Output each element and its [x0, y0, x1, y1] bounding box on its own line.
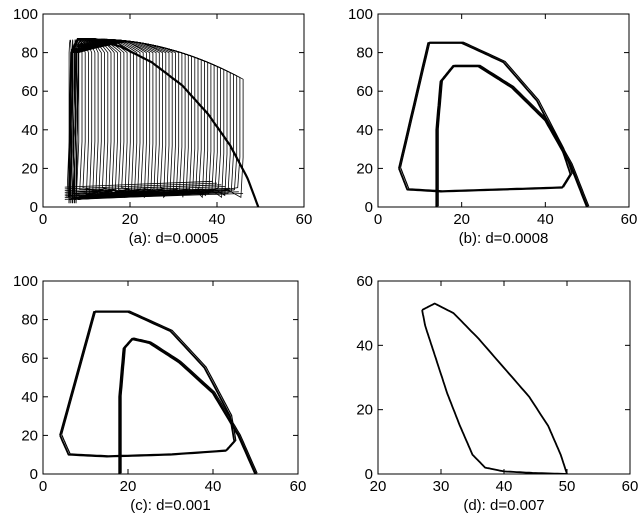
plot-frame: [42, 280, 299, 475]
x-tick-label: 20: [370, 478, 387, 495]
x-tick-label: 20: [122, 211, 139, 228]
trajectory-inner-loop-second-pass: [120, 337, 258, 474]
y-tick-label: 20: [21, 160, 38, 177]
panel-caption: (c): d=0.001: [130, 497, 210, 514]
y-tick-label: 40: [356, 337, 373, 354]
y-tick-label: 80: [356, 45, 373, 62]
y-tick-label: 100: [348, 6, 373, 23]
panel-caption: (d): d=0.007: [463, 497, 544, 514]
trajectory-inner-loop-second-pass: [437, 64, 590, 207]
plot-area: [421, 302, 568, 474]
trajectory-strand: [66, 39, 96, 204]
trajectory-band: [64, 184, 222, 191]
trajectory-band: [64, 191, 239, 198]
plot-area: [398, 41, 590, 207]
x-tick-label: 20: [120, 478, 137, 495]
trajectory-inner-loop: [118, 337, 257, 474]
trajectory-closed-orbit: [421, 302, 568, 474]
y-tick-label: 0: [30, 199, 38, 216]
x-tick-label: 50: [559, 478, 576, 495]
plot-frame: [377, 280, 631, 475]
y-tick-label: 40: [356, 122, 373, 139]
y-tick-label: 100: [13, 273, 38, 290]
trajectory-strand: [69, 41, 244, 200]
y-tick-label: 40: [21, 122, 38, 139]
x-tick-label: 20: [453, 211, 470, 228]
y-tick-label: 60: [21, 350, 38, 367]
trajectory-strand: [69, 38, 139, 200]
trajectory-band: [64, 186, 226, 193]
panel-caption: (b): d=0.0008: [459, 230, 549, 247]
trajectory-band: [64, 180, 213, 188]
plot-frame: [42, 13, 305, 208]
trajectory-strand: [70, 40, 218, 200]
x-tick-label: 40: [205, 478, 222, 495]
trajectory-band: [64, 182, 218, 190]
panel-caption: (a): d=0.0005: [129, 230, 219, 247]
y-tick-label: 20: [356, 160, 373, 177]
y-tick-label: 80: [21, 312, 38, 329]
y-tick-label: 20: [21, 427, 38, 444]
y-tick-label: 60: [356, 83, 373, 100]
trajectory-outer-loop-second-pass: [399, 41, 573, 192]
x-tick-label: 0: [39, 478, 47, 495]
panel-a: 0 20 40 60 0 20 40 60 80 100 (a): d=0.0005: [13, 6, 312, 247]
y-tick-label: 0: [365, 466, 373, 483]
x-tick-label: 60: [621, 211, 638, 228]
x-tick-label: 40: [209, 211, 226, 228]
y-tick-label: 100: [13, 6, 38, 23]
x-tick-label: 0: [374, 211, 382, 228]
y-tick-label: 20: [356, 402, 373, 419]
panel-c: 0 20 40 60 0 20 40 60 80 100 (c): d=0.001: [13, 273, 306, 514]
y-tick-label: 0: [365, 199, 373, 216]
y-tick-label: 0: [30, 466, 38, 483]
x-tick-label: 30: [433, 478, 450, 495]
panel-b: 0 20 40 60 0 20 40 60 80 100 (b): d=0.0008: [348, 6, 637, 247]
trajectory-band: [64, 193, 244, 200]
x-tick-label: 40: [537, 211, 554, 228]
trajectory-outer-loop: [398, 42, 572, 193]
y-tick-label: 80: [21, 45, 38, 62]
plot-frame: [377, 13, 630, 208]
trajectory-outer-loop: [59, 311, 236, 458]
y-tick-label: 60: [356, 273, 373, 290]
y-tick-label: 60: [21, 83, 38, 100]
y-tick-label: 40: [21, 389, 38, 406]
plot-area: [59, 310, 258, 474]
trajectory-band: [64, 187, 231, 195]
x-tick-label: 40: [496, 478, 513, 495]
trajectory-inner-loop: [435, 64, 589, 207]
x-tick-label: 60: [622, 478, 639, 495]
trajectory-envelope: [68, 38, 260, 207]
x-tick-label: 60: [290, 478, 307, 495]
trajectory-band: [64, 189, 235, 197]
x-tick-label: 60: [296, 211, 313, 228]
plot-area: [64, 38, 260, 207]
x-tick-label: 0: [39, 211, 47, 228]
